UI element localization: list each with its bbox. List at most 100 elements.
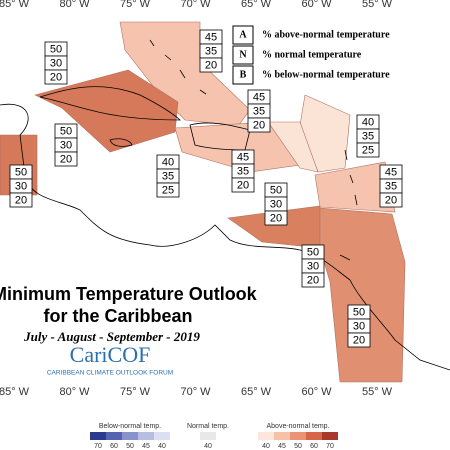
region bbox=[314, 161, 396, 213]
probability-cell bbox=[54, 151, 78, 167]
key-box bbox=[232, 65, 254, 85]
probability: 20 bbox=[205, 59, 217, 71]
probability-cell bbox=[301, 272, 325, 288]
key-box bbox=[232, 25, 254, 45]
key-letter: A bbox=[239, 29, 247, 40]
period: July - August - September - 2019 bbox=[23, 329, 200, 344]
logo-subtitle: CARIBBEAN CLIMATE OUTLOOK FORUM bbox=[47, 370, 173, 377]
probability: 50 bbox=[60, 125, 72, 137]
probability: 30 bbox=[50, 57, 62, 69]
longitude-label: 70° W bbox=[180, 386, 211, 398]
title: Minimum Temperature Outlook bbox=[0, 284, 258, 304]
longitude-label: 55° W bbox=[362, 386, 393, 398]
legend-tick: 45 bbox=[142, 443, 150, 450]
longitude-label: 70° W bbox=[180, 0, 211, 10]
legend-tick: 40 bbox=[158, 443, 166, 450]
legend-tick: 60 bbox=[310, 443, 318, 450]
probability: 40 bbox=[162, 156, 174, 168]
probability: 50 bbox=[353, 306, 365, 318]
key-text: % normal temperature bbox=[262, 49, 362, 60]
probability-cell bbox=[356, 142, 380, 158]
probability: 35 bbox=[237, 165, 249, 177]
longitude-label: 55° W bbox=[362, 0, 393, 10]
probability-cell bbox=[231, 177, 255, 193]
probability: 30 bbox=[270, 198, 282, 210]
probability-cell bbox=[379, 192, 403, 208]
legend-label: Below-normal temp. bbox=[99, 423, 161, 430]
legend-swatch bbox=[122, 432, 138, 440]
legend-swatch bbox=[290, 432, 306, 440]
legend-tick: 70 bbox=[94, 443, 102, 450]
probability: 20 bbox=[15, 194, 27, 206]
legend-label: Normal temp. bbox=[187, 423, 229, 430]
probability: 35 bbox=[162, 170, 174, 182]
probability: 45 bbox=[237, 151, 249, 163]
region bbox=[267, 121, 319, 173]
probability: 40 bbox=[362, 116, 374, 128]
probability: 30 bbox=[15, 180, 27, 192]
region bbox=[319, 207, 406, 383]
probability: 50 bbox=[307, 246, 319, 258]
probability: 35 bbox=[253, 105, 265, 117]
legend-tick: 45 bbox=[278, 443, 286, 450]
probability: 45 bbox=[253, 91, 265, 103]
probability: 20 bbox=[237, 179, 249, 191]
legend-swatch bbox=[258, 432, 274, 440]
legend-swatch bbox=[154, 432, 170, 440]
probability: 20 bbox=[253, 119, 265, 131]
longitude-label: 75° W bbox=[120, 386, 151, 398]
key: A % above-normal temperature N % normal … bbox=[232, 25, 390, 85]
coastline bbox=[109, 138, 133, 147]
longitude-label: 85° W bbox=[0, 0, 30, 10]
title: for the Caribbean bbox=[43, 306, 192, 326]
probability: 20 bbox=[50, 71, 62, 83]
longitude-labels: 85° W 85° W 80° W 80° W 75° W 75° W 70° W 70° W… bbox=[0, 0, 393, 398]
key-text: % below-normal temperature bbox=[262, 69, 390, 80]
probability: 50 bbox=[15, 166, 27, 178]
legend-swatch bbox=[138, 432, 154, 440]
key-letter: N bbox=[239, 49, 247, 60]
legend-tick: 50 bbox=[126, 443, 134, 450]
longitude-label: 85° W bbox=[0, 386, 30, 398]
probability: 25 bbox=[362, 144, 374, 156]
legend-swatch bbox=[200, 432, 216, 440]
probability: 45 bbox=[385, 166, 397, 178]
legend-tick: 50 bbox=[294, 443, 302, 450]
legend-tick: 70 bbox=[326, 443, 334, 450]
probability: 25 bbox=[162, 184, 174, 196]
probability-cell bbox=[44, 69, 68, 85]
probability-cell bbox=[247, 117, 271, 133]
key-box bbox=[232, 45, 254, 65]
longitude-label: 65° W bbox=[241, 386, 272, 398]
key-letter: B bbox=[240, 69, 247, 80]
probability: 35 bbox=[362, 130, 374, 142]
logo: CariCOF bbox=[70, 342, 151, 367]
legend: Below-normal temp. 70 60 50 45 40 Normal temp.… bbox=[90, 423, 338, 450]
probability: 35 bbox=[205, 45, 217, 57]
legend-swatch bbox=[106, 432, 122, 440]
probability: 50 bbox=[50, 43, 62, 55]
probability: 45 bbox=[205, 31, 217, 43]
legend-swatch bbox=[322, 432, 338, 440]
regions bbox=[0, 21, 406, 383]
probability: 20 bbox=[60, 153, 72, 165]
probability-boxes: 45 35 20 50 30 20 50 30 20 50 30 20 40 35 25 45 35 20 45 35… bbox=[9, 29, 403, 348]
probability: 35 bbox=[385, 180, 397, 192]
legend-tick: 60 bbox=[110, 443, 118, 450]
key-text: % above-normal temperature bbox=[262, 29, 390, 40]
longitude-label: 60° W bbox=[301, 0, 332, 10]
probability-cell bbox=[199, 57, 223, 73]
probability: 20 bbox=[385, 194, 397, 206]
longitude-label: 80° W bbox=[59, 0, 90, 10]
probability: 20 bbox=[270, 212, 282, 224]
legend-label: Above-normal temp. bbox=[266, 423, 329, 430]
probability-cell bbox=[9, 192, 33, 208]
region bbox=[34, 69, 179, 153]
probability: 30 bbox=[60, 139, 72, 151]
legend-swatch bbox=[306, 432, 322, 440]
legend-swatch bbox=[274, 432, 290, 440]
legend-tick: 40 bbox=[204, 443, 212, 450]
probability: 30 bbox=[307, 260, 319, 272]
longitude-label: 60° W bbox=[301, 386, 332, 398]
